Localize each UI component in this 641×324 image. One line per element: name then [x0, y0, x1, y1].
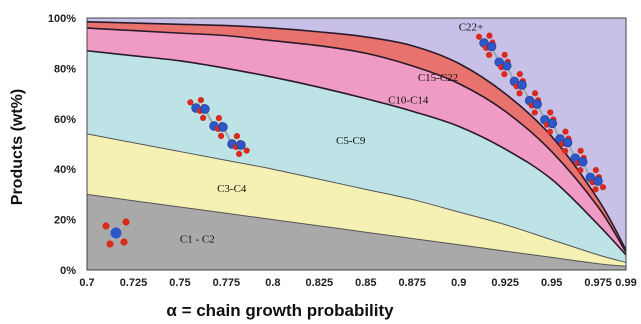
line-c15-c22: [86, 20, 627, 251]
x-tick-label: 0.925: [491, 277, 519, 289]
stacked-areas: [87, 18, 626, 270]
hydrogen-atom: [218, 132, 225, 139]
hydrogen-atom: [501, 71, 508, 78]
band-labels: C1 - C2 C3-C4 C5-C9 C10-C14 C15-C22 C22+: [180, 22, 483, 246]
carbon-atom: [486, 41, 497, 52]
hydrogen-atom: [592, 186, 599, 193]
boundary-lines: [86, 20, 627, 267]
hydrogen-atom: [486, 51, 493, 59]
carbon-atom: [532, 99, 542, 109]
line-c3-c4: [86, 133, 627, 263]
x-tick-labels: 0.7 0.725 0.75 0.775 0.8 0.825 0.85 0.875 0.9 0.9…: [79, 277, 636, 289]
line-c5-c9: [86, 49, 627, 256]
hydrogen-atom: [562, 128, 569, 135]
long-chain-hydrocarbon-icon: [475, 32, 607, 193]
x-tick-label: 0.85: [355, 277, 376, 289]
carbon-atom: [517, 80, 527, 90]
x-tick-label: 0.95: [541, 277, 562, 289]
band-label-c1-c2: C1 - C2: [180, 233, 215, 245]
x-tick-label: 0.775: [213, 277, 241, 289]
area-c22: [87, 18, 626, 250]
plot-frame: [86, 17, 627, 271]
hydrogen-atom: [106, 240, 114, 248]
hydrogen-atom: [592, 166, 599, 174]
methane-molecule-icon: [102, 218, 130, 248]
hydrogen-atom: [531, 90, 539, 97]
hydrogen-atom: [599, 184, 607, 191]
hydrogen-atom: [243, 147, 250, 154]
carbon-atom: [562, 137, 573, 148]
band-label-c22: C22+: [459, 22, 484, 34]
hydrogen-atom: [236, 150, 243, 157]
hydrogen-atom: [562, 147, 569, 155]
hydrogen-atom: [215, 115, 222, 122]
band-label-c10-c14: C10-C14: [388, 95, 429, 107]
x-tick-label: 0.75: [169, 277, 190, 289]
area-c10-c14: [87, 28, 626, 255]
carbon-atom: [236, 140, 246, 150]
band-label-c15-c22: C15-C22: [418, 72, 458, 84]
hexane-molecule-icon: [187, 97, 250, 157]
area-c5-c9: [87, 50, 626, 263]
area-c3-c4: [87, 133, 626, 267]
molecule-atoms: [475, 32, 607, 193]
x-axis-title: α = chain growth probability: [166, 301, 394, 320]
carbon-atom: [110, 227, 122, 239]
y-tick-label: 100%: [48, 13, 76, 25]
line-c1-c2: [86, 193, 627, 267]
molecule-illustrations: [102, 32, 607, 248]
x-tick-label: 0.825: [306, 277, 334, 289]
hydrogen-atom: [546, 128, 554, 135]
x-tick-label: 0.725: [120, 277, 148, 289]
hydrogen-atom: [516, 70, 523, 78]
carbon-atom: [578, 157, 588, 167]
x-tick-label: 0.8: [265, 277, 280, 289]
hydrogen-atom: [233, 133, 240, 140]
hydrogen-atom: [122, 218, 130, 226]
x-tick-label: 0.9: [451, 277, 466, 289]
x-tick-label: 0.7: [79, 277, 94, 289]
molecule-atoms: [187, 97, 250, 157]
hydrogen-atom: [197, 97, 204, 104]
y-tick-label: 60%: [54, 114, 76, 126]
y-tick-label: 40%: [54, 164, 76, 176]
band-label-c5-c9: C5-C9: [336, 135, 366, 147]
area-c1-c2: [87, 194, 626, 270]
x-tick-label: 0.99: [615, 277, 636, 289]
hydrogen-atom: [120, 238, 128, 246]
carbon-atom: [218, 122, 228, 132]
hydrogen-atom: [547, 109, 554, 116]
line-c10-c14: [86, 27, 627, 253]
hydrogen-atom: [475, 33, 483, 40]
carbon-atom: [593, 176, 603, 186]
carbon-atom: [200, 104, 210, 114]
y-tick-labels: 0% 20% 40% 60% 80% 100%: [48, 13, 76, 277]
hydrogen-atom: [102, 222, 110, 230]
axes: [86, 17, 627, 271]
x-tick-label: 0.875: [398, 277, 426, 289]
y-tick-label: 80%: [54, 63, 76, 75]
hydrogen-atom: [486, 32, 493, 39]
y-tick-label: 20%: [54, 215, 76, 227]
hydrogen-atom: [516, 90, 523, 97]
hydrogen-atom: [531, 109, 538, 116]
hydrogen-atom: [577, 167, 584, 174]
band-label-c3-c4: C3-C4: [217, 183, 247, 195]
carbon-atom: [547, 118, 558, 129]
y-tick-label: 0%: [60, 265, 76, 277]
hydrogen-atom: [501, 51, 508, 58]
x-tick-label: 0.975: [584, 277, 612, 289]
hydrogen-atom: [577, 147, 584, 154]
carbon-atom: [502, 61, 512, 71]
hydrogen-atom: [200, 114, 207, 121]
y-axis-title: Products (wt%): [9, 89, 26, 205]
hydrogen-atom: [187, 99, 194, 106]
